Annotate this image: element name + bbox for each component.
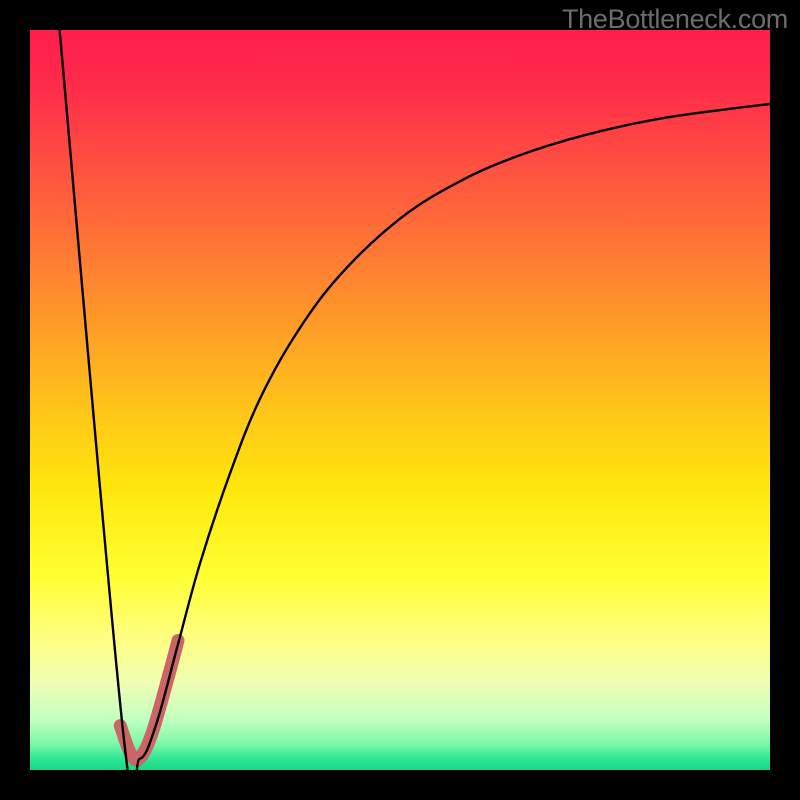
bottleneck-chart xyxy=(30,30,770,770)
gradient-background xyxy=(30,30,770,770)
watermark-text: TheBottleneck.com xyxy=(562,4,788,35)
chart-frame: TheBottleneck.com xyxy=(0,0,800,800)
